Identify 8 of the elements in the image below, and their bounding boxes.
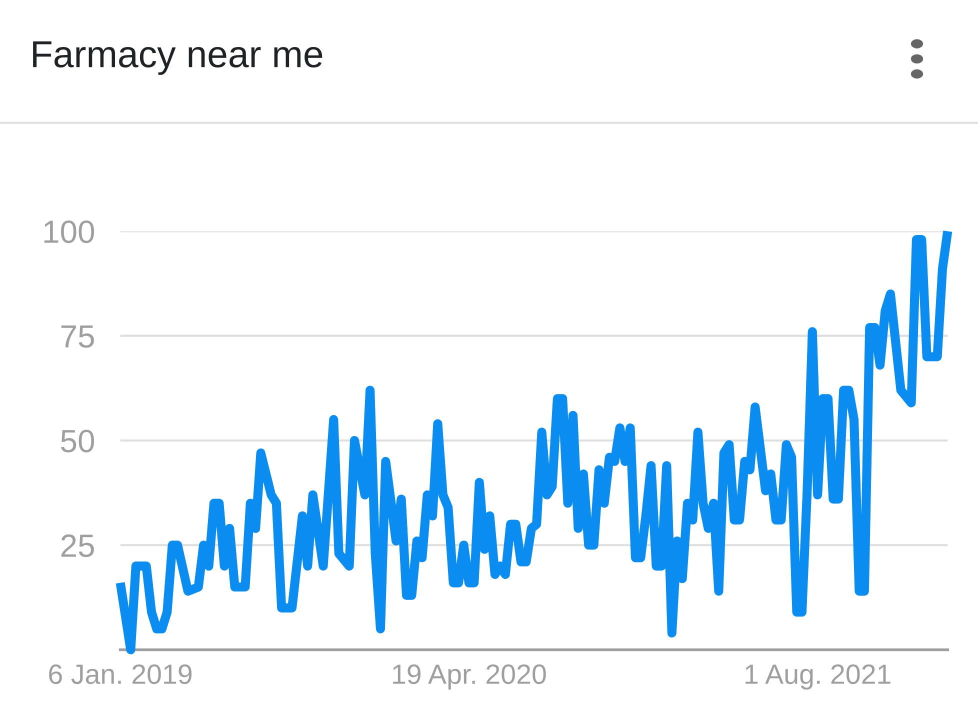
x-tick-label: 6 Jan. 2019	[49, 664, 192, 684]
y-tick-label: 25	[61, 534, 94, 558]
chart-title: Farmacy near me	[33, 41, 322, 75]
x-tick-label: 19 Apr. 2020	[393, 664, 546, 690]
y-tick-label: 100	[44, 220, 94, 244]
x-tick-label: 1 Aug. 2021	[746, 664, 890, 690]
y-tick-label: 75	[61, 325, 94, 348]
y-tick-label: 50	[61, 430, 94, 452]
